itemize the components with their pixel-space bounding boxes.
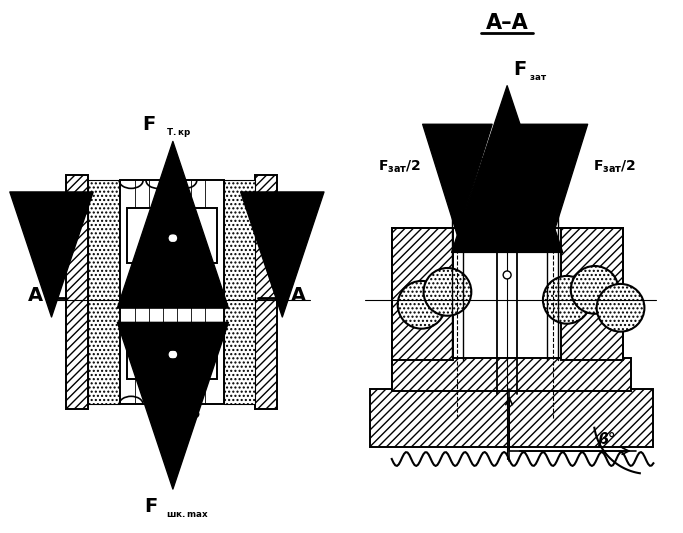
- Circle shape: [597, 284, 645, 332]
- Polygon shape: [162, 342, 184, 367]
- Text: A: A: [291, 286, 306, 305]
- Text: $\mathbf{F}$: $\mathbf{F}$: [142, 115, 156, 134]
- Text: $_{\mathbf{Т.кр}}$: $_{\mathbf{Т.кр}}$: [166, 126, 191, 140]
- Circle shape: [423, 268, 471, 316]
- Bar: [392, 228, 454, 360]
- Bar: [127, 325, 217, 379]
- Bar: [66, 175, 88, 409]
- Bar: [484, 158, 533, 187]
- Circle shape: [571, 266, 619, 314]
- Bar: [392, 358, 632, 391]
- Bar: [491, 187, 507, 236]
- Bar: [255, 175, 277, 409]
- Bar: [127, 208, 217, 263]
- Bar: [120, 181, 223, 404]
- Bar: [223, 181, 255, 404]
- Text: $\mathbf{F}_{\mathbf{зат}}$/2: $\mathbf{F}_{\mathbf{зат}}$/2: [378, 158, 421, 175]
- Text: $_{\mathbf{шк.max}}$: $_{\mathbf{шк.max}}$: [166, 507, 209, 520]
- Circle shape: [503, 271, 511, 279]
- Bar: [370, 389, 654, 447]
- Bar: [88, 181, 120, 404]
- Text: β°: β°: [598, 432, 616, 447]
- Text: A–A: A–A: [486, 13, 529, 33]
- Text: A: A: [28, 286, 43, 305]
- Circle shape: [193, 411, 199, 417]
- Text: $\mathbf{F}$: $\mathbf{F}$: [513, 60, 527, 78]
- Circle shape: [398, 281, 445, 329]
- Bar: [509, 187, 525, 236]
- Circle shape: [168, 350, 178, 360]
- Polygon shape: [162, 225, 184, 251]
- Circle shape: [543, 276, 591, 324]
- Circle shape: [168, 233, 178, 243]
- Bar: [561, 228, 622, 360]
- Text: $_{\mathbf{зат}}$: $_{\mathbf{зат}}$: [529, 70, 547, 84]
- Text: $\mathbf{F}$: $\mathbf{F}$: [144, 497, 158, 516]
- Text: $\mathbf{F}_{\mathbf{зат}}$/2: $\mathbf{F}_{\mathbf{зат}}$/2: [593, 158, 636, 175]
